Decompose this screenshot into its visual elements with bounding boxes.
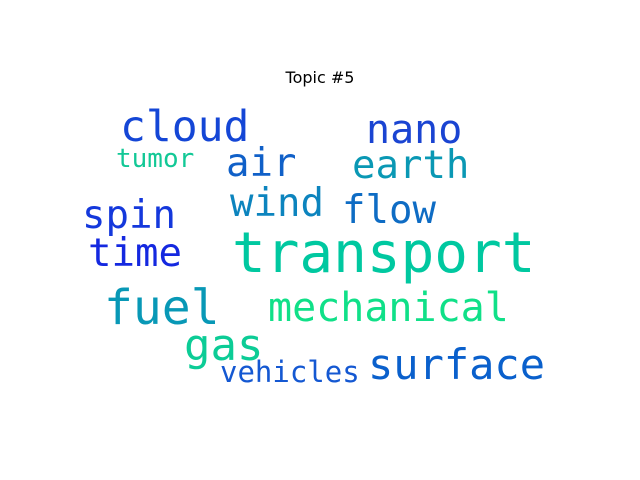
word-surface: surface	[368, 340, 546, 389]
plot-title: Topic #5	[285, 68, 355, 87]
word-wind: wind	[230, 181, 324, 226]
word-cloud: transport cloud nano air earth tumor wind flow s…	[80, 96, 576, 396]
word-earth: earth	[352, 143, 470, 188]
word-vehicles: vehicles	[220, 355, 360, 389]
word-time: time	[88, 231, 182, 276]
word-cloud: cloud	[120, 102, 250, 152]
word-gas: gas	[184, 320, 264, 371]
word-transport: transport	[232, 221, 536, 286]
word-mechanical: mechanical	[268, 285, 509, 331]
word-spin: spin	[82, 193, 176, 238]
word-fuel: fuel	[104, 280, 220, 336]
word-air: air	[226, 141, 297, 186]
word-nano: nano	[366, 107, 463, 153]
word-flow: flow	[342, 188, 436, 233]
word-tumor: tumor	[116, 144, 195, 174]
